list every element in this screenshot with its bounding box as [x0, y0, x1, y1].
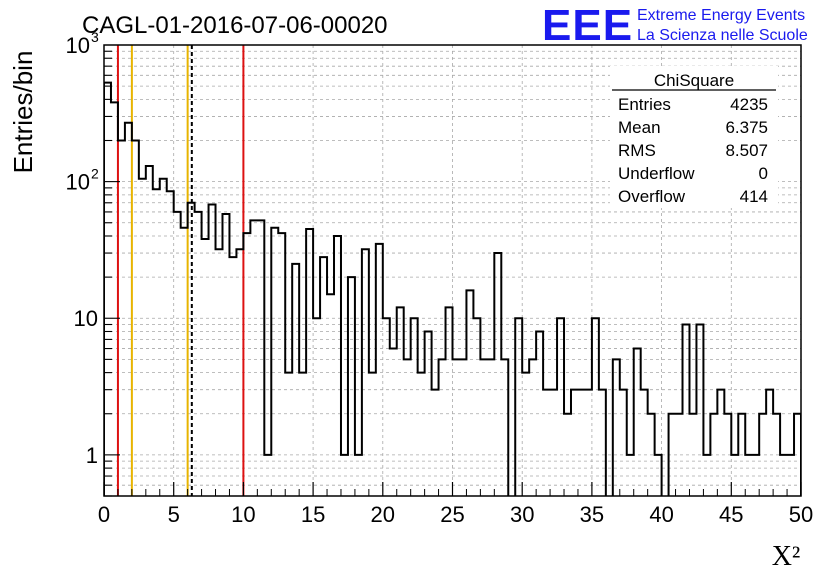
- stat-label-entries: Entries: [618, 95, 671, 114]
- x-tick-label: 10: [231, 502, 255, 527]
- x-tick-label: 5: [168, 502, 180, 527]
- stat-value-mean: 6.375: [725, 118, 768, 137]
- x-tick-label: 45: [719, 502, 743, 527]
- y-tick-label: 10: [66, 170, 90, 195]
- stat-value-rms: 8.507: [725, 141, 768, 160]
- eee-logo: EEE: [542, 1, 633, 50]
- stat-label-mean: Mean: [618, 118, 661, 137]
- stat-label-underflow: Underflow: [618, 164, 695, 183]
- x-tick-label: 35: [580, 502, 604, 527]
- y-tick-label: 1: [86, 443, 98, 468]
- axis-ticks: [103, 50, 802, 497]
- x-tick-label: 0: [98, 502, 110, 527]
- stat-value-entries: 4235: [730, 95, 768, 114]
- stat-label-rms: RMS: [618, 141, 656, 160]
- y-tick-label: 10: [74, 306, 98, 331]
- y-tick-exponent: 2: [91, 166, 99, 182]
- x-tick-label: 15: [301, 502, 325, 527]
- stat-value-overflow: 414: [740, 187, 768, 206]
- marker-lines: [116, 45, 245, 496]
- histogram-line: [104, 81, 801, 496]
- y-axis-title: Entries/bin: [8, 51, 38, 174]
- x-tick-label: 20: [371, 502, 395, 527]
- y-tick-label: 10: [66, 33, 90, 58]
- grid-layer: [104, 45, 801, 496]
- x-tick-label: 50: [789, 502, 813, 527]
- x-tick-label: 30: [510, 502, 534, 527]
- stat-value-underflow: 0: [759, 164, 768, 183]
- histogram-series: [104, 81, 801, 496]
- x-tick-label: 25: [440, 502, 464, 527]
- stats-title: ChiSquare: [654, 71, 734, 90]
- stat-label-overflow: Overflow: [618, 187, 686, 206]
- org-name: Extreme Energy Events: [637, 7, 805, 24]
- org-subtitle: La Scienza nelle Scuole: [637, 27, 808, 44]
- x-tick-label: 40: [649, 502, 673, 527]
- chart-title: CAGL-01-2016-07-06-00020: [82, 12, 388, 39]
- x-axis-title: X²: [772, 541, 801, 572]
- y-tick-exponent: 3: [91, 29, 99, 45]
- stats-box: ChiSquare Entries 4235 Mean 6.375 RMS 8.…: [610, 66, 778, 208]
